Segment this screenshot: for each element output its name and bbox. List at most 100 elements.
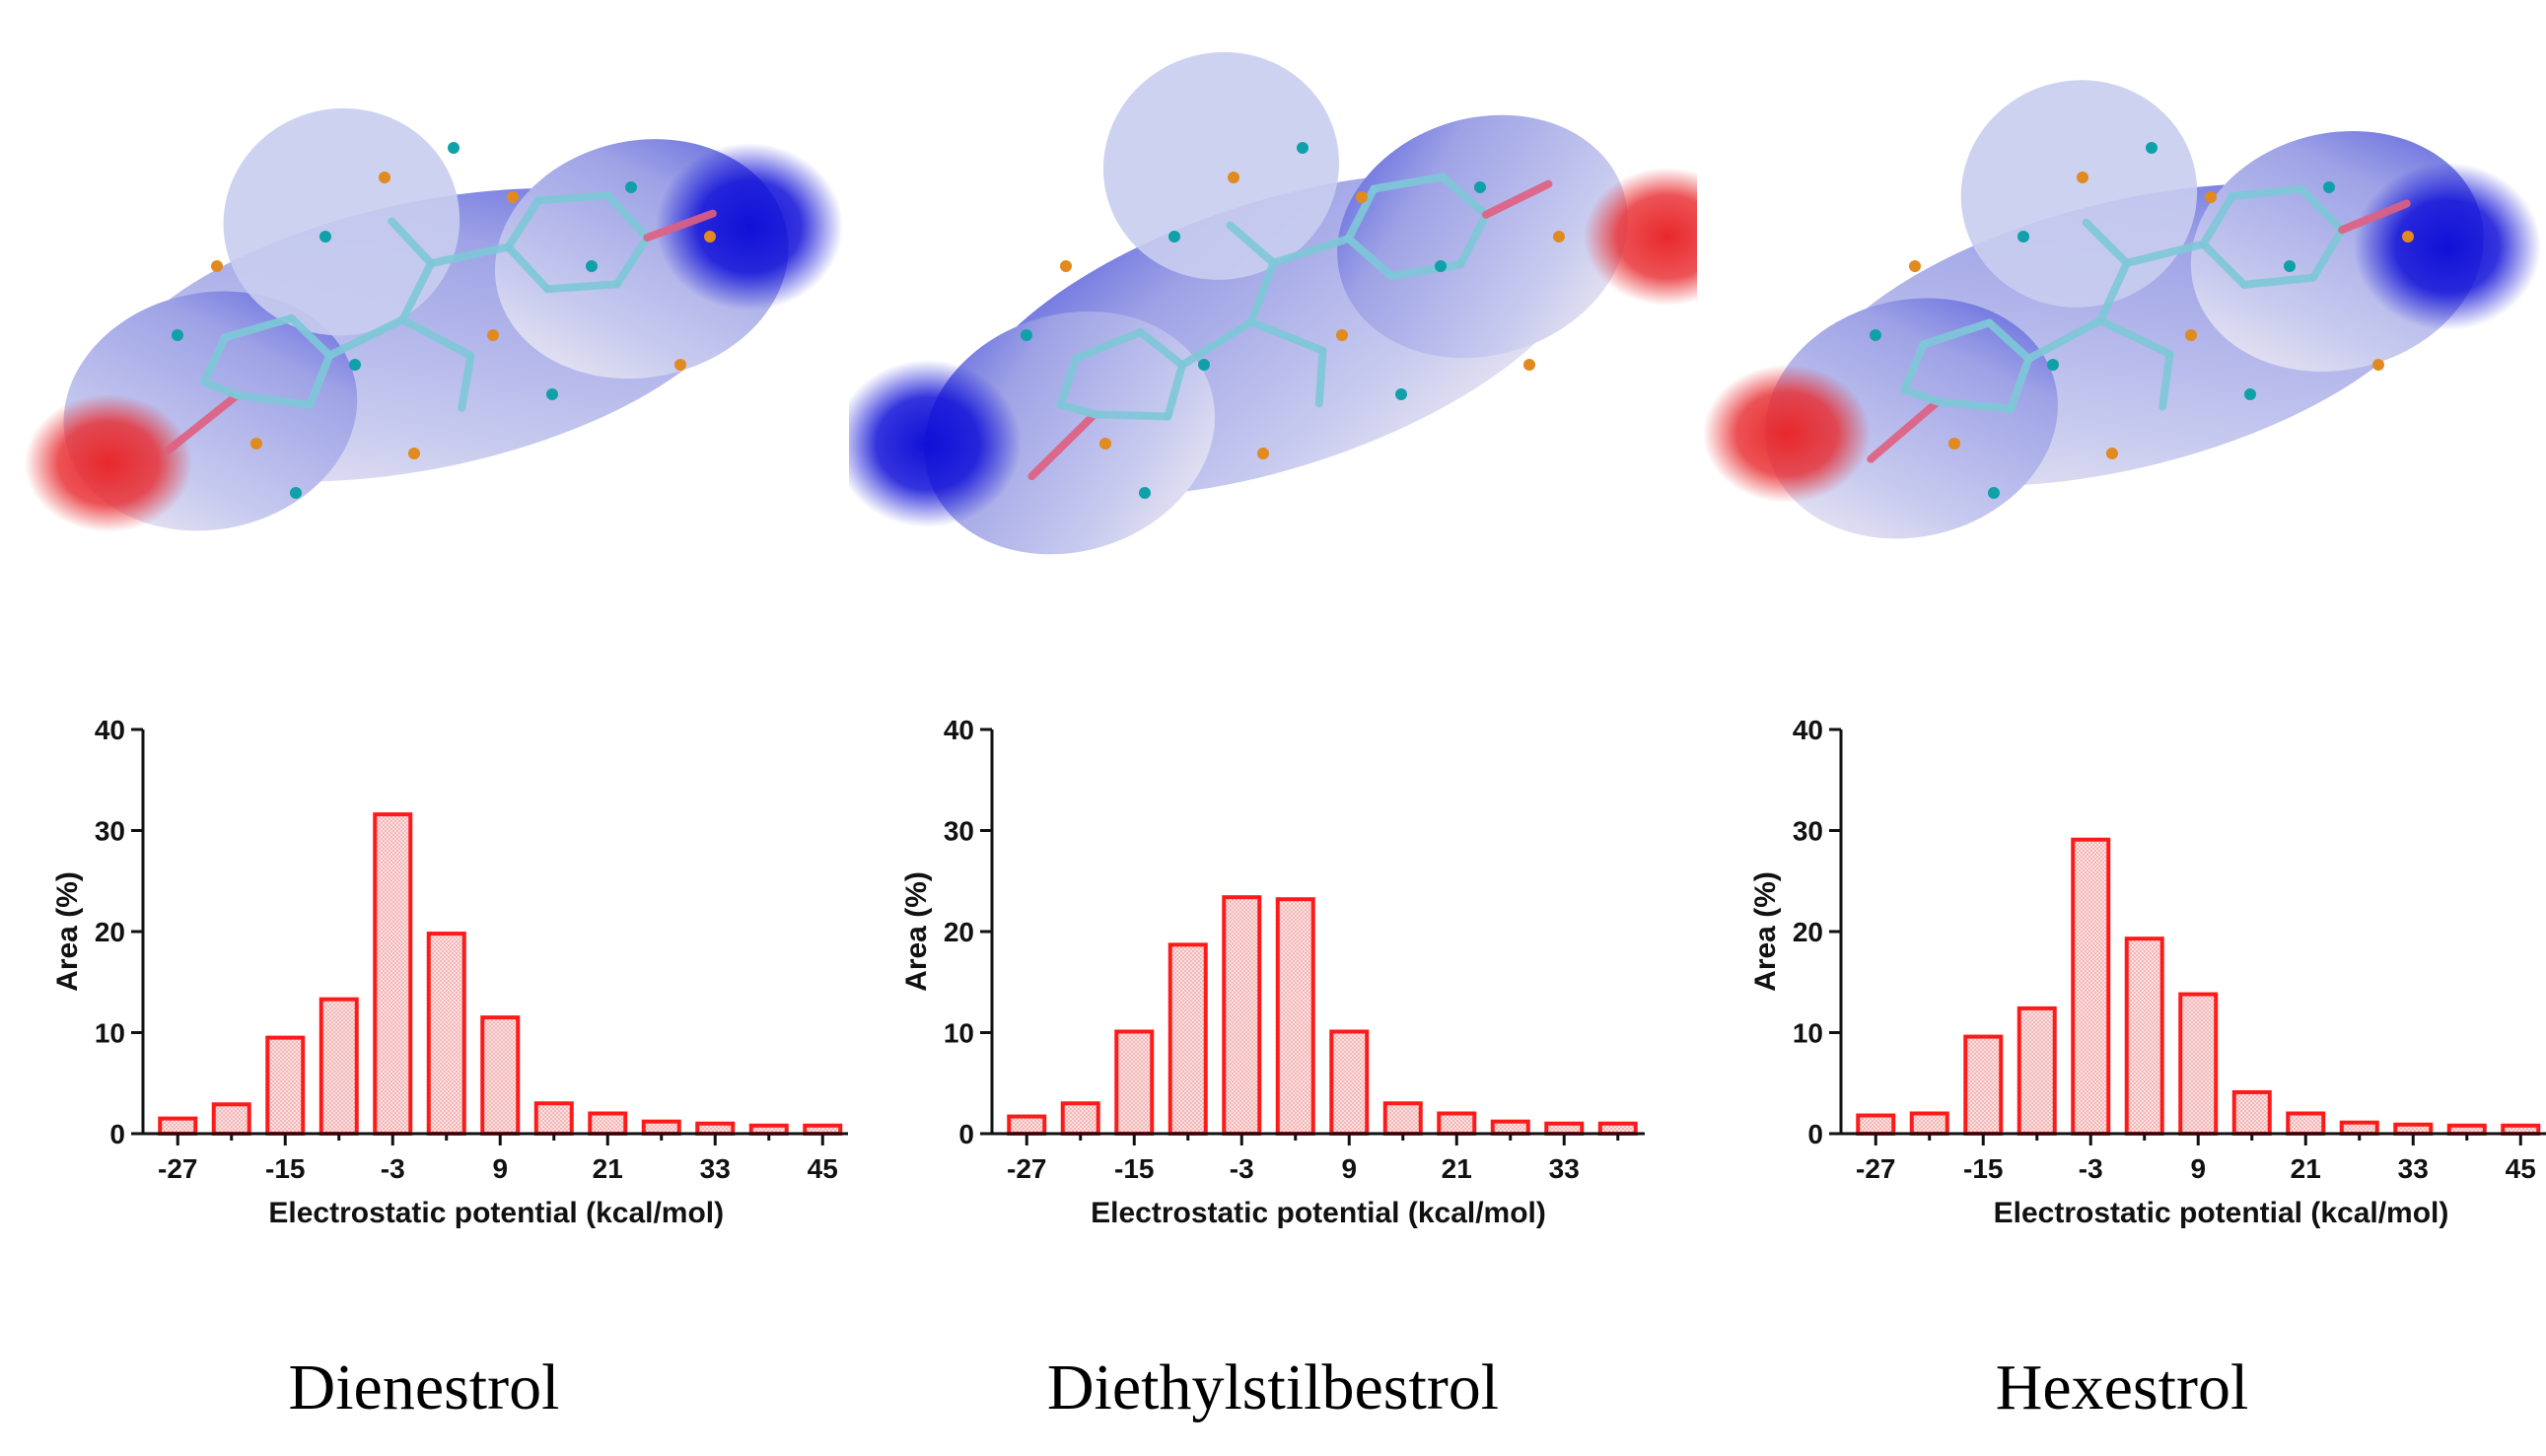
bar--9 (318, 997, 359, 1136)
surface-point-1 (250, 438, 262, 450)
bond (1985, 318, 2033, 363)
surface-point-2 (1168, 231, 1180, 243)
bond (2199, 192, 2236, 248)
surface-top-cap (1102, 51, 1339, 280)
x-axis-title: Electrostatic potential (kcal/mol) (1091, 1197, 1546, 1229)
x-tick-label--15: -15 (265, 1153, 305, 1184)
bond (1934, 397, 2016, 413)
bond (1481, 179, 1553, 219)
y-tick-label-0: 0 (958, 1119, 974, 1149)
bond (1226, 221, 1278, 267)
bar-15 (2231, 1089, 2272, 1137)
bar-3 (2124, 936, 2164, 1136)
x-tick-label-33: 33 (700, 1153, 731, 1184)
surface-point-15 (2402, 231, 2414, 243)
surface-point-5 (1356, 191, 1368, 203)
histogram-hexestrol: 0 10 20 30 40 -27 -15 -3 9 21 33 45 Electrostatic po… (1749, 715, 2546, 1229)
surface-point-0 (1870, 329, 1881, 341)
bond (2096, 258, 2131, 325)
esp-surface-shape (63, 107, 789, 531)
bar-15 (1382, 1101, 1423, 1136)
bond (1091, 410, 1172, 421)
positive-region (656, 143, 843, 311)
surface-right-lobe (1337, 114, 1628, 359)
bond (1919, 318, 1994, 349)
bar--15 (265, 1035, 306, 1136)
bond (1164, 361, 1186, 421)
bar-21 (588, 1111, 628, 1136)
x-axis-title: Electrostatic potential (kcal/mol) (268, 1197, 724, 1229)
x-tick-label-33: 33 (1549, 1153, 1580, 1184)
bond (2239, 273, 2318, 289)
surface-point-6 (1435, 260, 1447, 272)
bond (398, 259, 436, 324)
bar--27 (1856, 1113, 1896, 1136)
bond (388, 217, 436, 268)
surface-point-12 (625, 181, 637, 193)
x-tick-label--15: -15 (1963, 1153, 2003, 1184)
bar--21 (1060, 1101, 1100, 1136)
bar-39 (1597, 1121, 1638, 1136)
bond (2096, 316, 2174, 359)
y-tick-label-10: 10 (95, 1018, 125, 1049)
esp-surface-hexestrol (1703, 80, 2541, 539)
surface-point-11 (1909, 260, 1921, 272)
surface-point-13 (2185, 329, 2197, 341)
surface-point-11 (1060, 260, 1072, 272)
y-tick-label-40: 40 (95, 715, 125, 745)
surface-point-12 (2323, 181, 2335, 193)
stick-model (1867, 184, 2411, 463)
bond (1370, 173, 1447, 193)
surface-point-0 (1021, 329, 1032, 341)
bond (200, 378, 242, 399)
y-tick-label-30: 30 (1793, 816, 1823, 847)
y-tick-label-10: 10 (1793, 1018, 1823, 1049)
bond (1867, 397, 1943, 463)
y-tick-label-10: 10 (944, 1018, 974, 1049)
surface-point-7 (1523, 359, 1535, 371)
surface-point-7 (2372, 359, 2384, 371)
x-tick-label-21: 21 (1442, 1153, 1472, 1184)
bond (233, 390, 315, 409)
bar--21 (1909, 1111, 1949, 1136)
bond (2082, 218, 2131, 267)
positive-region (849, 360, 1022, 527)
bar-15 (533, 1101, 574, 1136)
surface-point-8 (1395, 388, 1407, 400)
surface-point-14 (1198, 359, 1210, 371)
surface-point-3 (2077, 172, 2088, 183)
x-tick-label--15: -15 (1114, 1153, 1154, 1184)
bar-33 (1544, 1121, 1585, 1136)
surface-point-7 (674, 359, 686, 371)
bond (1056, 400, 1099, 419)
bar-9 (480, 1015, 521, 1136)
bond (1027, 410, 1099, 481)
bond (534, 191, 612, 205)
bar--3 (1222, 895, 1262, 1136)
surface-point-14 (2047, 359, 2059, 371)
surface-point-4 (1297, 142, 1308, 154)
surface-point-15 (1553, 231, 1565, 243)
bond (398, 315, 475, 360)
bar-27 (1490, 1119, 1530, 1137)
surface-point-4 (448, 142, 460, 154)
x-tick-label--27: -27 (158, 1153, 197, 1184)
bar--3 (373, 812, 413, 1136)
bond (2024, 316, 2105, 363)
surface-point-4 (2146, 142, 2157, 154)
y-tick-label-20: 20 (95, 917, 125, 947)
bond (543, 280, 621, 294)
bond (1900, 385, 1943, 406)
bond (603, 191, 652, 242)
surface-point-3 (379, 172, 390, 183)
histogram-dienestrol: 0 10 20 30 40 -27 -15 -3 9 21 33 45 Electrostatic po… (51, 715, 848, 1229)
y-tick-label-40: 40 (1793, 715, 1823, 745)
bond (1246, 258, 1278, 326)
bond (1387, 260, 1465, 281)
y-axis-title: Area (%) (900, 871, 933, 992)
x-tick-label--27: -27 (1007, 1153, 1046, 1184)
bond (287, 313, 334, 360)
bar--21 (211, 1102, 251, 1136)
y-tick-label-20: 20 (1793, 917, 1823, 947)
